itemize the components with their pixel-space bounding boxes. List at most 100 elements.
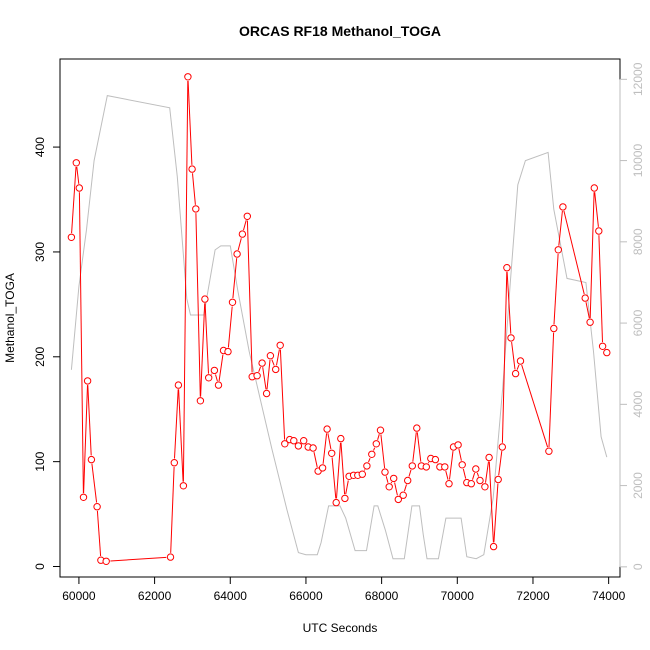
methanol-point xyxy=(554,246,562,254)
methanol-line-segment xyxy=(506,271,512,334)
methanol-point xyxy=(300,437,308,445)
methanol-line-segment xyxy=(427,461,430,464)
methanol-point xyxy=(276,341,284,349)
methanol-point xyxy=(431,455,440,464)
x-tick-label: 68000 xyxy=(365,589,399,603)
methanol-point xyxy=(79,493,88,501)
methanol-point xyxy=(394,495,402,504)
methanol-line-segment xyxy=(516,364,520,370)
methanol-point xyxy=(214,381,223,389)
methanol-point xyxy=(272,365,280,374)
methanol-point xyxy=(408,462,416,470)
right-y-tick-label: 12000 xyxy=(631,62,645,96)
x-tick-label: 70000 xyxy=(441,589,475,603)
methanol-point xyxy=(399,491,407,499)
methanol-line-segment xyxy=(178,389,184,482)
methanol-line-segment xyxy=(521,364,549,448)
methanol-point xyxy=(262,389,271,398)
methanol-line-segment xyxy=(322,433,328,464)
methanol-line-segment xyxy=(187,80,193,165)
methanol-point xyxy=(179,482,188,490)
methanol-line-segment xyxy=(243,220,247,231)
methanol-point xyxy=(224,347,232,356)
methanol-point xyxy=(67,233,76,242)
methanol-line-segment xyxy=(373,447,376,451)
methanol-line-segment xyxy=(363,469,366,471)
methanol-point xyxy=(413,424,421,432)
methanol-line-segment xyxy=(412,432,417,462)
y-axis: 0 100 200 300 400 xyxy=(33,137,61,570)
x-tick-label: 72000 xyxy=(516,589,550,603)
methanol-point xyxy=(472,465,480,473)
methanol-line-segment xyxy=(232,258,238,299)
methanol-point xyxy=(75,184,84,192)
methanol-point xyxy=(93,503,101,511)
methanol-point xyxy=(458,461,466,469)
methanol-line-segment xyxy=(91,463,98,503)
x-tick-label: 66000 xyxy=(289,589,323,603)
methanol-point xyxy=(494,475,502,484)
methanol-line-segment xyxy=(403,484,407,492)
right-y-axis: 0 2000 4000 6000 8000 10000 12000 xyxy=(619,62,645,570)
methanol-point xyxy=(309,444,317,452)
right-y-tick-label: 4000 xyxy=(631,391,645,418)
methanol-series xyxy=(67,73,611,565)
y-axis-label: Methanol_TOGA xyxy=(3,273,17,363)
methanol-line-segment xyxy=(377,434,380,440)
methanol-point xyxy=(294,442,303,450)
x-axis: 60000 62000 64000 66000 68000 70000 72000 74000 xyxy=(62,576,626,603)
methanol-point xyxy=(454,441,462,449)
methanol-line-segment xyxy=(78,192,84,494)
methanol-line-segment xyxy=(266,359,271,390)
methanol-line-segment xyxy=(598,235,603,343)
methanol-line-segment xyxy=(192,173,196,205)
y-tick-label: 100 xyxy=(33,451,47,471)
methanol-point xyxy=(390,474,398,483)
methanol-line-segment xyxy=(170,466,175,553)
methanol-point xyxy=(318,464,327,472)
methanol-point xyxy=(166,553,175,561)
methanol-line-segment xyxy=(390,481,393,484)
methanol-point xyxy=(381,468,389,476)
methanol-line-segment xyxy=(408,469,412,477)
right-y-tick-label: 8000 xyxy=(631,228,645,255)
methanol-point xyxy=(445,480,453,488)
methanol-line-segment xyxy=(87,385,92,456)
x-tick-label: 60000 xyxy=(62,589,96,603)
y-tick-label: 0 xyxy=(33,563,47,570)
plot-frame xyxy=(59,58,621,578)
methanol-point xyxy=(404,476,412,485)
methanol-point xyxy=(385,483,393,491)
x-tick-label: 62000 xyxy=(138,589,172,603)
methanol-line-segment xyxy=(276,349,280,366)
methanol-point xyxy=(511,369,520,378)
methanol-line-segment xyxy=(445,470,449,480)
right-y-tick-label: 10000 xyxy=(631,144,645,178)
methanol-point xyxy=(253,372,261,380)
methanol-point xyxy=(233,250,241,258)
methanol-point xyxy=(372,440,380,448)
methanol-line-segment xyxy=(485,461,489,483)
x-tick-label: 64000 xyxy=(214,589,248,603)
methanol-point xyxy=(281,440,289,448)
methanol-line-segment xyxy=(76,166,80,184)
methanol-line-segment xyxy=(345,480,349,495)
methanol-line-segment xyxy=(553,253,559,325)
methanol-point xyxy=(258,359,266,367)
methanol-point xyxy=(210,366,219,375)
methanol-line-segment xyxy=(585,302,590,319)
right-y-tick-label: 6000 xyxy=(631,309,645,336)
methanol-line-segment xyxy=(279,349,286,440)
methanol-line-segment xyxy=(174,389,179,459)
methanol-point xyxy=(184,73,192,81)
chart-title: ORCAS RF18 Methanol_TOGA xyxy=(239,23,441,39)
methanol-point xyxy=(503,264,511,272)
methanol-line-segment xyxy=(493,483,499,543)
methanol-point xyxy=(238,230,247,238)
methanol-point xyxy=(290,437,298,445)
secondary-series-line xyxy=(70,95,608,560)
x-tick-label: 74000 xyxy=(592,589,626,603)
methanol-point xyxy=(368,450,376,458)
methanol-line-segment xyxy=(262,367,267,390)
methanol-line-segment xyxy=(563,210,585,295)
